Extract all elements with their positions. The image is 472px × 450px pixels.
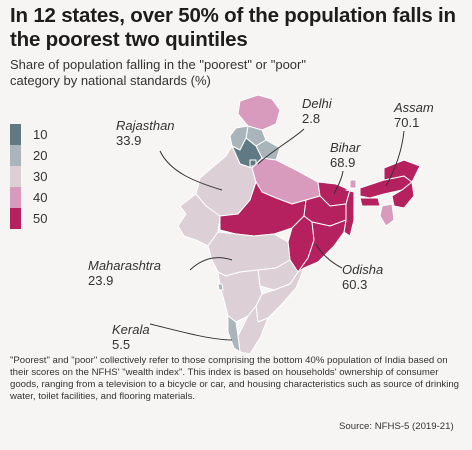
state-name: Maharashtra — [88, 258, 161, 273]
callout-kerala: Kerala 5.5 — [112, 322, 150, 352]
state-value: 5.5 — [112, 337, 131, 352]
callout-rajasthan: Rajasthan 33.9 — [116, 118, 175, 148]
legend-swatch — [10, 187, 21, 208]
state-value: 33.9 — [116, 133, 142, 148]
leader-line-assam — [385, 130, 405, 187]
chart-title: In 12 states, over 50% of the population… — [10, 4, 456, 51]
state-value: 70.1 — [394, 115, 420, 130]
legend-swatch — [10, 208, 21, 229]
chart-subtitle: Share of population falling in the "poor… — [10, 57, 306, 88]
state-name: Delhi — [302, 96, 332, 111]
footnote: "Poorest" and "poor" collectively refer … — [10, 355, 460, 402]
leader-line-kerala — [149, 323, 233, 341]
state-value: 60.3 — [342, 277, 368, 292]
state-name: Assam — [394, 100, 434, 115]
legend-swatch — [10, 166, 21, 187]
state-value: 68.9 — [330, 155, 356, 170]
callout-odisha: Odisha 60.3 — [342, 262, 383, 292]
leader-line-maharashtra — [189, 257, 233, 271]
state-odisha — [297, 219, 347, 273]
state-name: Kerala — [112, 322, 150, 337]
leader-line-bihar — [333, 170, 344, 195]
source-note: Source: NFHS-5 (2019-21) — [339, 421, 454, 432]
state-name: Rajasthan — [116, 118, 175, 133]
state-gujarat — [177, 193, 221, 247]
callout-bihar: Bihar 68.9 — [330, 140, 360, 170]
state-sikkim — [349, 179, 357, 189]
legend-label: 50 — [33, 211, 48, 226]
state-name: Bihar — [330, 140, 361, 155]
legend-swatch — [10, 145, 21, 166]
state-nagaland-manipur — [391, 181, 415, 209]
callout-delhi: Delhi 2.8 — [302, 96, 332, 126]
callout-assam: Assam 70.1 — [394, 100, 434, 130]
state-value: 2.8 — [302, 111, 321, 126]
leader-line-delhi — [257, 128, 305, 165]
state-meghalaya — [359, 197, 381, 207]
state-jammu-kashmir — [237, 94, 281, 131]
state-name: Odisha — [342, 262, 384, 277]
legend-label: 40 — [33, 190, 48, 205]
legend-label: 20 — [33, 148, 48, 163]
state-value: 23.9 — [88, 273, 114, 288]
leader-line-odisha — [315, 243, 343, 269]
legend-swatch — [10, 124, 21, 145]
state-kerala — [227, 315, 241, 353]
state-mizoram-tripura — [379, 203, 395, 227]
legend-label: 10 — [33, 127, 48, 142]
leader-line-rajasthan — [159, 150, 223, 191]
legend-label: 30 — [33, 169, 48, 184]
callout-maharashtra: Maharashtra 23.9 — [88, 258, 161, 288]
state-goa — [217, 283, 224, 291]
